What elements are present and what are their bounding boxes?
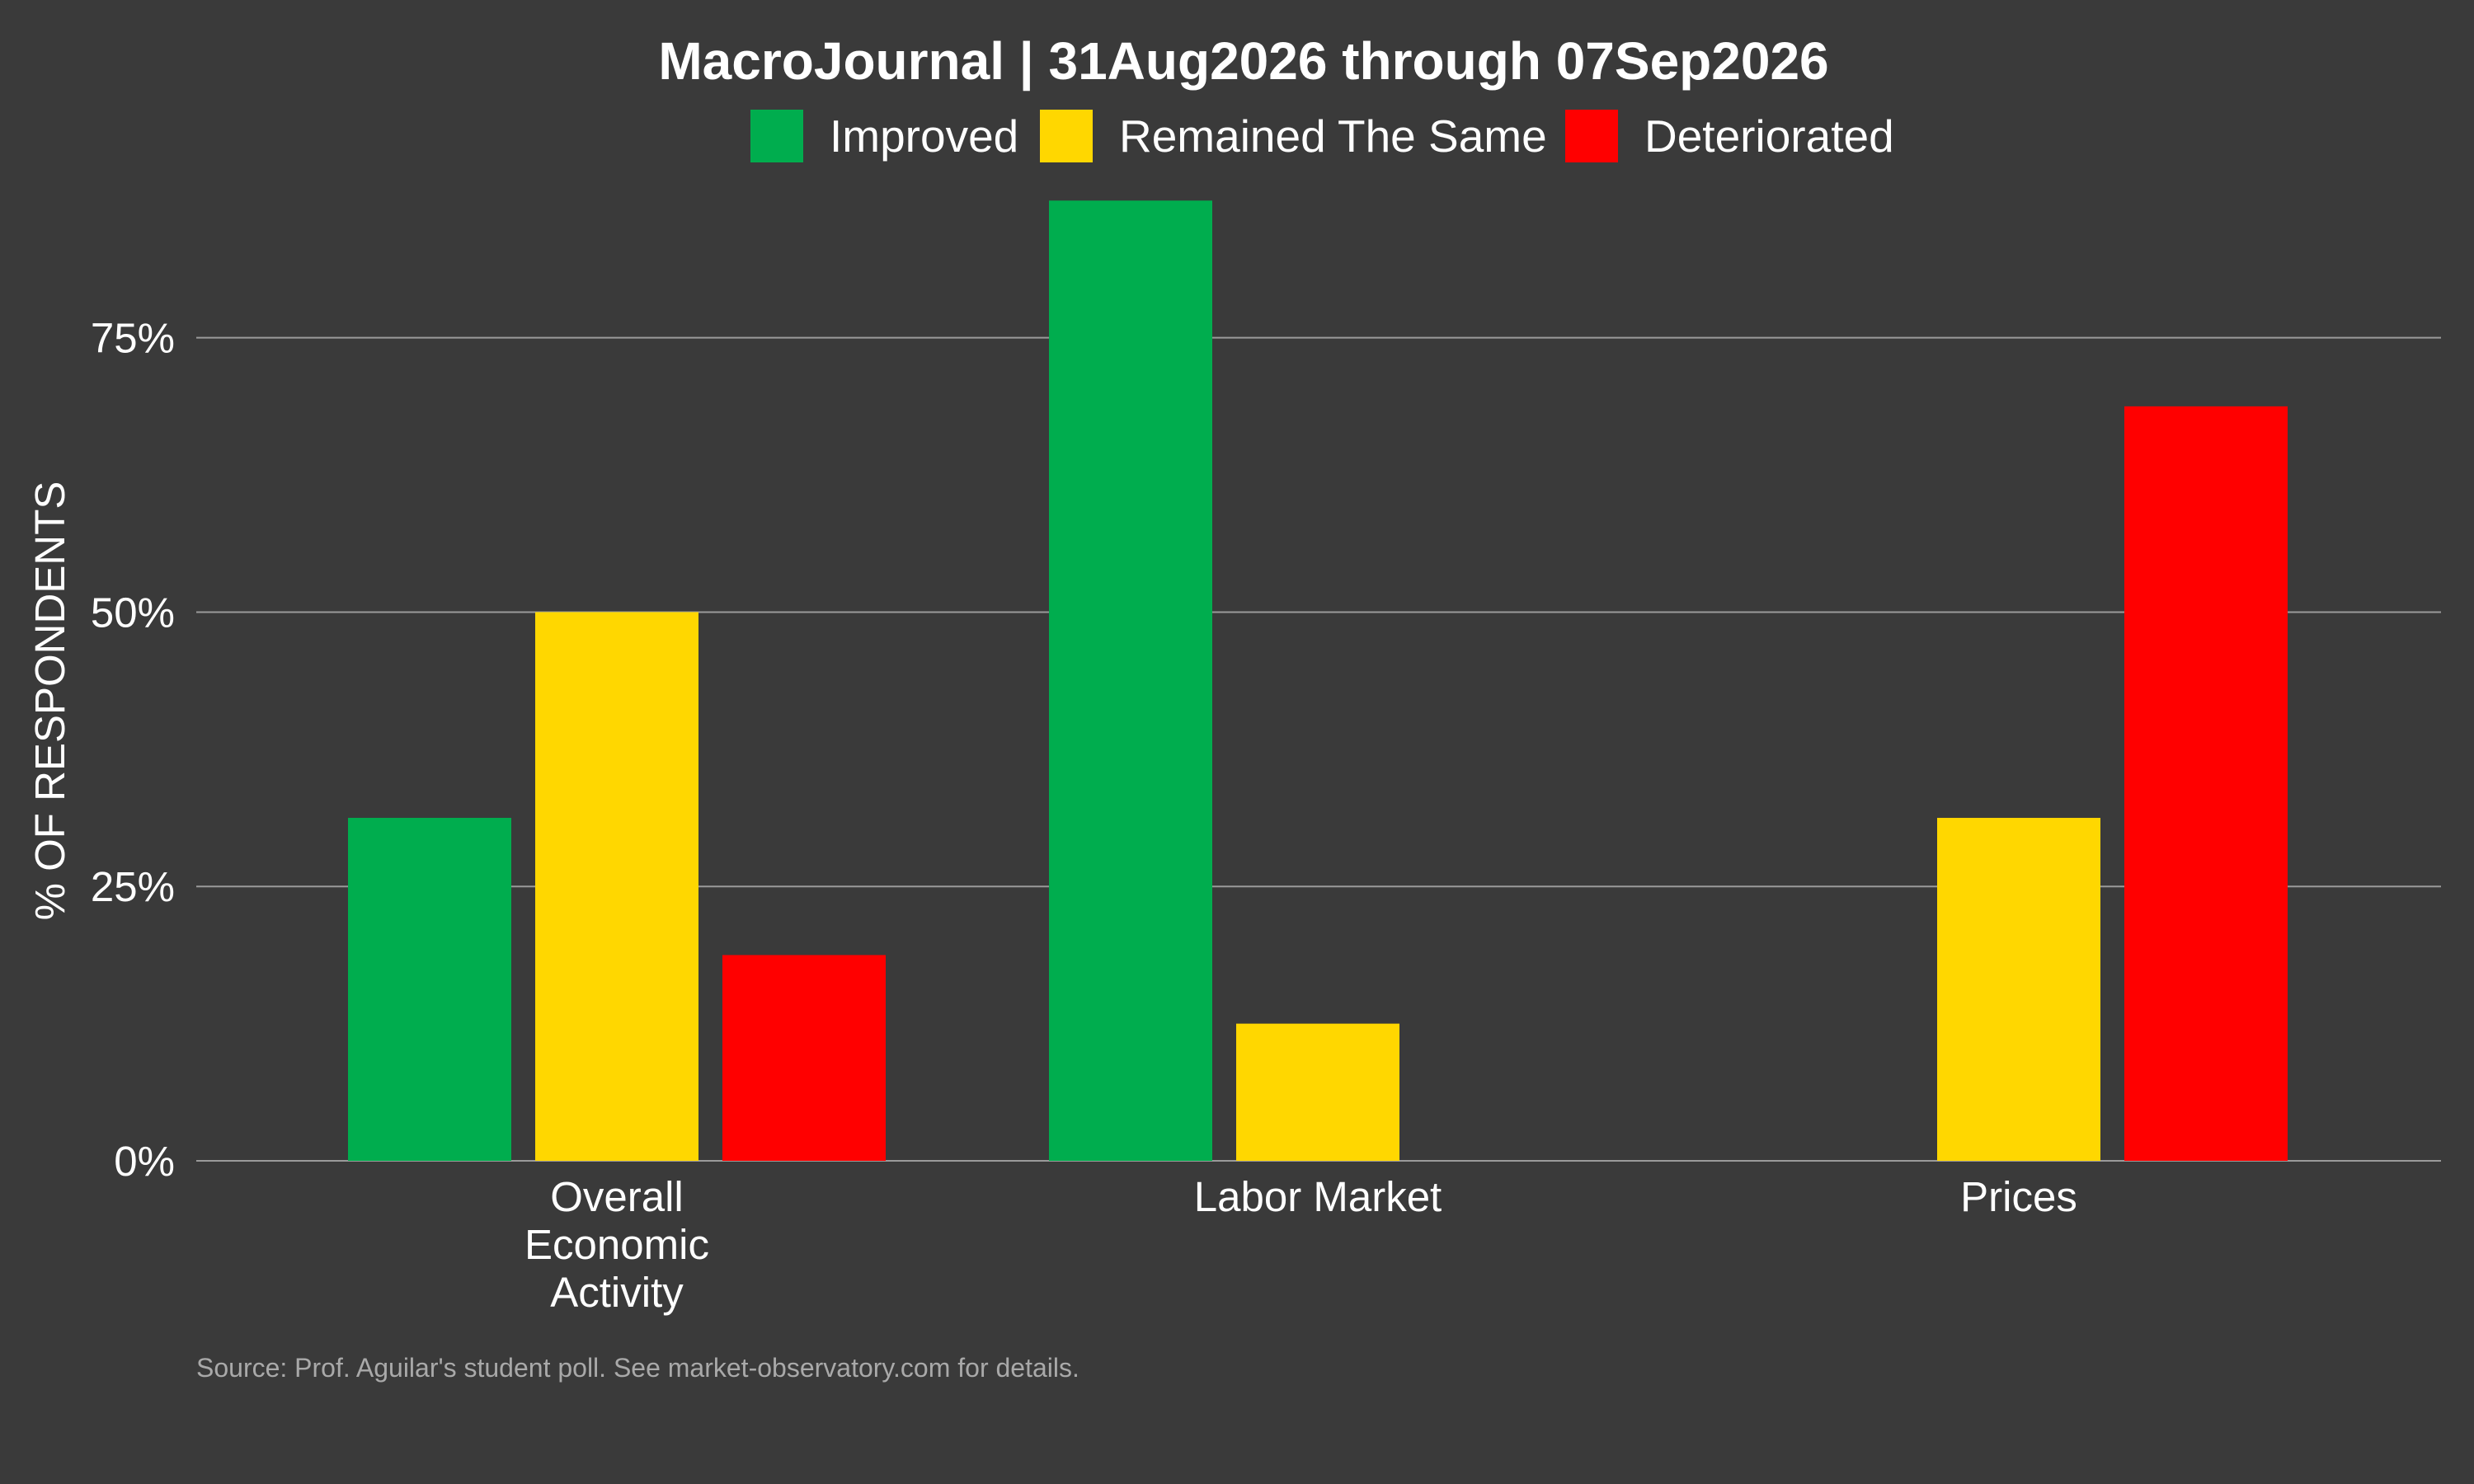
x-category-label: Overall Economic Activity xyxy=(524,1173,709,1316)
x-category-label: Labor Market xyxy=(1194,1173,1442,1220)
legend-label: Deteriorated xyxy=(1644,110,1894,162)
bar-remained-the-same xyxy=(1937,818,2100,1161)
bar-improved xyxy=(1049,200,1212,1161)
bar-deteriorated xyxy=(722,955,886,1161)
bar-deteriorated xyxy=(2124,406,2288,1162)
legend-swatch xyxy=(1565,110,1618,162)
bars xyxy=(348,200,2288,1162)
y-tick-label: 75% xyxy=(91,315,175,362)
source-note: Source: Prof. Aguilar's student poll. Se… xyxy=(196,1353,1079,1383)
legend-label: Improved xyxy=(830,110,1018,162)
x-category-label: Prices xyxy=(1960,1173,2077,1220)
legend-swatch xyxy=(750,110,803,162)
y-axis-ticks: 0% 25% 50% 75% xyxy=(91,315,175,1185)
y-tick-label: 25% xyxy=(91,863,175,910)
y-axis-title: % OF RESPONDENTS xyxy=(26,481,73,921)
y-tick-label: 50% xyxy=(91,589,175,636)
chart-title: MacroJournal | 31Aug2026 through 07Sep20… xyxy=(658,31,1828,92)
bar-remained-the-same xyxy=(1236,1023,1399,1161)
bar-remained-the-same xyxy=(535,612,698,1161)
y-tick-label: 0% xyxy=(114,1138,175,1185)
legend: Improved Remained The Same Deteriorated xyxy=(750,110,1894,162)
x-axis-categories: Overall Economic Activity Labor Market Price… xyxy=(524,1173,2077,1316)
legend-label: Remained The Same xyxy=(1119,110,1547,162)
bar-improved xyxy=(348,818,511,1161)
legend-swatch xyxy=(1040,110,1093,162)
